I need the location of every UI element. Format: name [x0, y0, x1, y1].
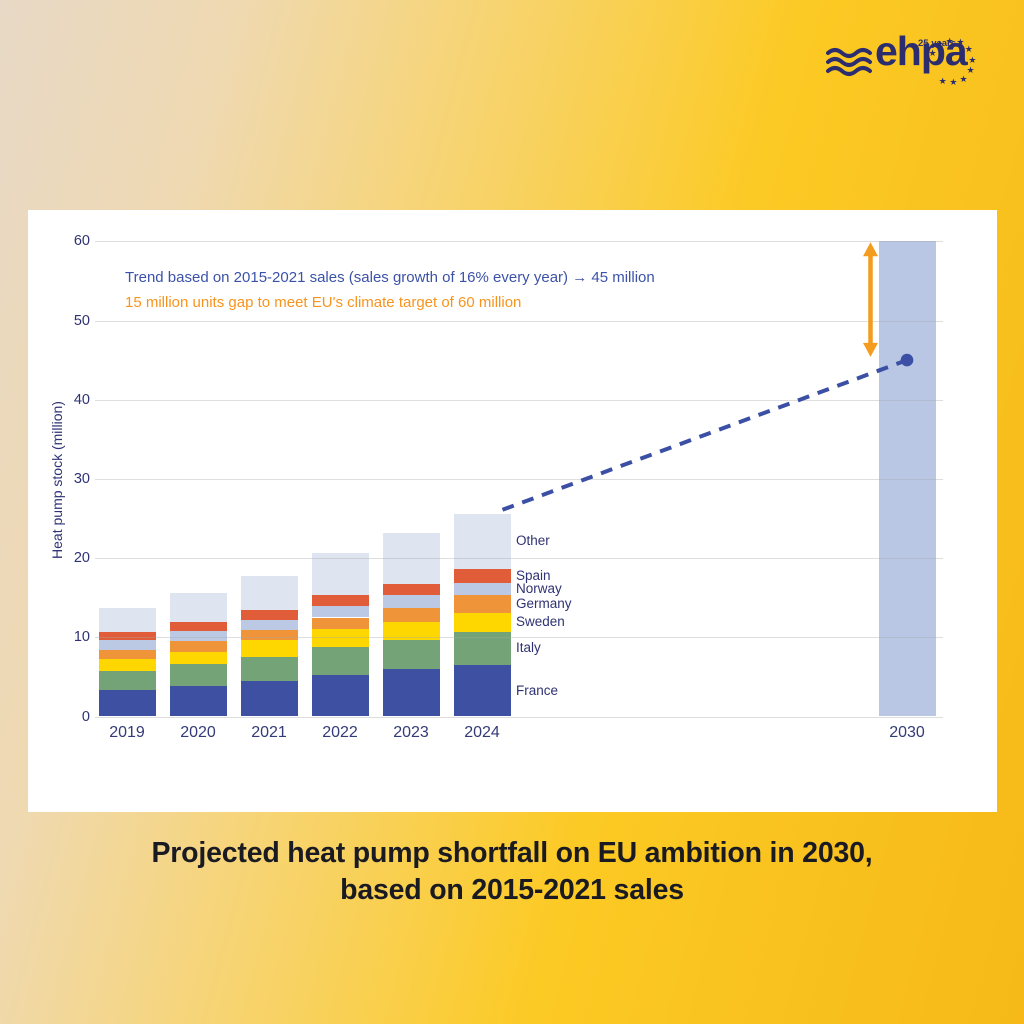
series-label-other: Other — [516, 533, 550, 549]
eu-star: ★ — [945, 35, 954, 46]
bar-segment-germany-2020 — [169, 641, 227, 652]
bar-segment-italy-2024 — [453, 631, 511, 665]
bar-segment-spain-2021 — [240, 610, 298, 620]
series-label-italy: Italy — [516, 640, 541, 656]
eu-star: ★ — [928, 47, 937, 58]
target-bar-2030 — [878, 241, 936, 717]
bar-segment-norway-2019 — [98, 639, 156, 650]
bar-segment-sweden-2022 — [311, 628, 369, 647]
series-label-sweden: Sweden — [516, 614, 565, 630]
ehpa-logo: ehpa 25 years ★ ★ ★ ★ ★ ★ ★ ★ ★ ★ — [818, 24, 998, 96]
bar-segment-italy-2022 — [311, 646, 369, 676]
trend-annotation: Trend based on 2015-2021 sales (sales gr… — [125, 269, 655, 286]
bar-segment-sweden-2020 — [169, 651, 227, 665]
bar-segment-spain-2023 — [382, 584, 440, 596]
eu-star: ★ — [968, 54, 977, 65]
bar-segment-norway-2023 — [382, 595, 440, 608]
series-label-germany: Germany — [516, 595, 572, 611]
gridline — [95, 637, 943, 639]
bar-segment-italy-2023 — [382, 640, 440, 669]
bar-segment-sweden-2024 — [453, 612, 511, 632]
series-label-france: France — [516, 682, 559, 698]
bar-segment-france-2022 — [311, 675, 369, 717]
chart-panel: Heat pump stock (million) Trend based on… — [28, 210, 997, 812]
x-tick-label: 2021 — [251, 723, 287, 741]
bar-segment-france-2019 — [98, 690, 156, 717]
bar-segment-sweden-2019 — [98, 659, 156, 672]
bar-segment-spain-2019 — [98, 631, 156, 640]
bar-segment-france-2024 — [453, 665, 511, 717]
bar-segment-other-2022 — [311, 552, 369, 595]
bar-segment-norway-2020 — [169, 630, 227, 642]
eu-star: ★ — [964, 44, 973, 55]
eu-star: ★ — [938, 75, 947, 86]
bar-segment-germany-2019 — [98, 649, 156, 660]
y-tick-label: 20 — [73, 550, 90, 567]
x-tick-label: 2020 — [180, 723, 216, 741]
bar-segment-sweden-2023 — [382, 622, 440, 641]
bar-segment-norway-2022 — [311, 605, 369, 618]
bar-segment-germany-2021 — [240, 630, 298, 641]
bar-segment-italy-2020 — [169, 664, 227, 687]
bar-segment-france-2020 — [169, 686, 227, 717]
bar-segment-other-2021 — [240, 576, 298, 611]
gridline — [95, 241, 943, 243]
trend-point-45m — [900, 353, 914, 367]
brand-wordmark: ehpa — [875, 28, 968, 74]
projection-overlay — [501, 242, 914, 512]
bar-segment-spain-2022 — [311, 594, 369, 606]
x-tick-label: 2019 — [109, 723, 145, 741]
gridline — [95, 558, 943, 560]
bar-segment-france-2021 — [240, 680, 298, 717]
bar-segment-other-2024 — [453, 513, 511, 570]
bar-segment-norway-2024 — [453, 582, 511, 595]
gap-arrow-head-bottom — [863, 342, 878, 357]
caption-line-1: Projected heat pump shortfall on EU ambi… — [151, 837, 873, 869]
eu-star: ★ — [949, 77, 958, 88]
x-tick-label: 2023 — [393, 723, 429, 741]
y-tick-label: 40 — [73, 391, 90, 408]
gap-arrow-head-top — [863, 242, 878, 257]
bar-segment-italy-2019 — [98, 671, 156, 691]
x-tick-label: 2022 — [322, 723, 358, 741]
trend-dashed-line — [501, 358, 908, 512]
bar-segment-spain-2020 — [169, 622, 227, 631]
gridline — [95, 399, 943, 401]
series-label-spain: Spain — [516, 567, 551, 583]
eu-star: ★ — [966, 65, 975, 76]
y-tick-label: 0 — [81, 708, 90, 725]
bar-segment-italy-2021 — [240, 657, 298, 681]
gridline — [95, 478, 943, 480]
bar-segment-other-2020 — [169, 592, 227, 623]
y-tick-label: 50 — [73, 312, 90, 329]
x-tick-label-2030: 2030 — [889, 723, 925, 741]
bar-segment-germany-2023 — [382, 607, 440, 623]
bar-segment-spain-2024 — [453, 569, 511, 583]
y-tick-label: 30 — [73, 470, 90, 487]
series-label-norway: Norway — [516, 580, 562, 596]
x-tick-label: 2024 — [464, 723, 500, 741]
gap-annotation: 15 million units gap to meet EU's climat… — [125, 294, 522, 311]
bar-segment-germany-2024 — [453, 594, 511, 613]
bar-segment-other-2023 — [382, 532, 440, 585]
bar-segment-germany-2022 — [311, 617, 369, 629]
gridline — [95, 716, 943, 718]
chart-caption: Projected heat pump shortfall on EU ambi… — [0, 835, 1024, 909]
eu-star: ★ — [959, 73, 968, 84]
bar-segment-other-2019 — [98, 607, 156, 632]
eu-star: ★ — [956, 37, 965, 48]
gridline — [95, 320, 943, 322]
bar-segment-sweden-2021 — [240, 640, 298, 658]
caption-line-2: based on 2015-2021 sales — [340, 874, 684, 906]
anniversary-badge: 25 years — [918, 38, 957, 49]
y-tick-label: 10 — [73, 629, 90, 646]
waves-icon — [826, 48, 872, 76]
y-tick-label: 60 — [73, 233, 90, 250]
bar-segment-norway-2021 — [240, 619, 298, 631]
bar-segment-france-2023 — [382, 668, 440, 717]
eu-star: ★ — [935, 39, 944, 50]
